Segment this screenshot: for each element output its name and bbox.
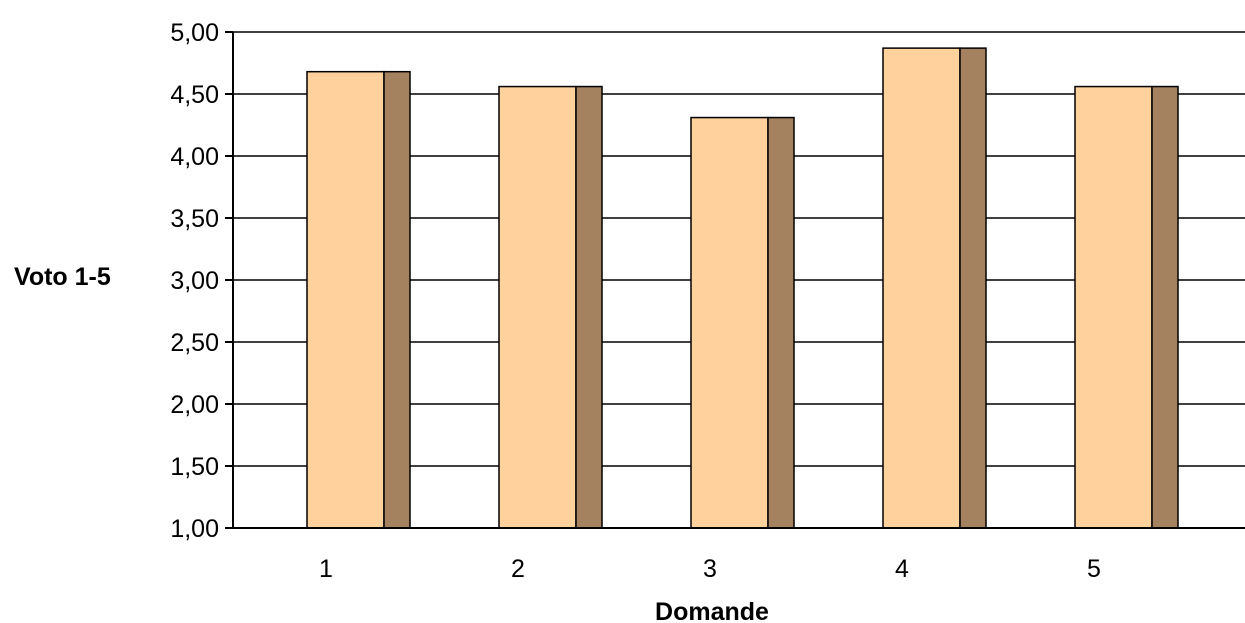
x-tick-label: 4 [895, 555, 909, 583]
y-tick-label: 1,00 [170, 515, 219, 543]
x-tick-labels: 1 2 3 4 5 [319, 555, 1101, 583]
x-axis-title: Domande [655, 598, 769, 623]
y-tick-label: 4,00 [170, 143, 219, 171]
y-tick-label: 3,00 [170, 267, 219, 295]
bar-side [959, 47, 987, 529]
x-tick-label: 3 [703, 555, 717, 583]
y-tick-label: 2,00 [170, 391, 219, 419]
x-tick-label: 1 [319, 555, 333, 583]
bar-side [383, 70, 411, 529]
y-tick-label: 5,00 [170, 19, 219, 47]
bar-front [1074, 85, 1153, 529]
bar-front [498, 85, 577, 529]
y-axis-title: Voto 1-5 [14, 263, 111, 291]
bar-front [882, 47, 961, 529]
bar [690, 116, 795, 529]
bar [306, 70, 411, 529]
y-tick-label: 4,50 [170, 81, 219, 109]
bar [1074, 85, 1179, 529]
bar-front [306, 70, 385, 529]
bar-front [690, 116, 769, 529]
x-tick-label: 5 [1087, 555, 1101, 583]
bar-side [575, 85, 603, 529]
bar-side [767, 116, 795, 529]
y-tick-label: 1,50 [170, 453, 219, 481]
y-tick-label: 3,50 [170, 205, 219, 233]
axes [232, 32, 1245, 529]
bar [882, 47, 987, 529]
y-tick-labels: 1,00 1,50 2,00 2,50 3,00 3,50 4,00 4,50 5,00 [170, 19, 219, 543]
bar-side [1151, 85, 1179, 529]
bars [306, 47, 1179, 529]
bar [498, 85, 603, 529]
x-tick-label: 2 [511, 555, 525, 583]
y-tick-label: 2,50 [170, 329, 219, 357]
